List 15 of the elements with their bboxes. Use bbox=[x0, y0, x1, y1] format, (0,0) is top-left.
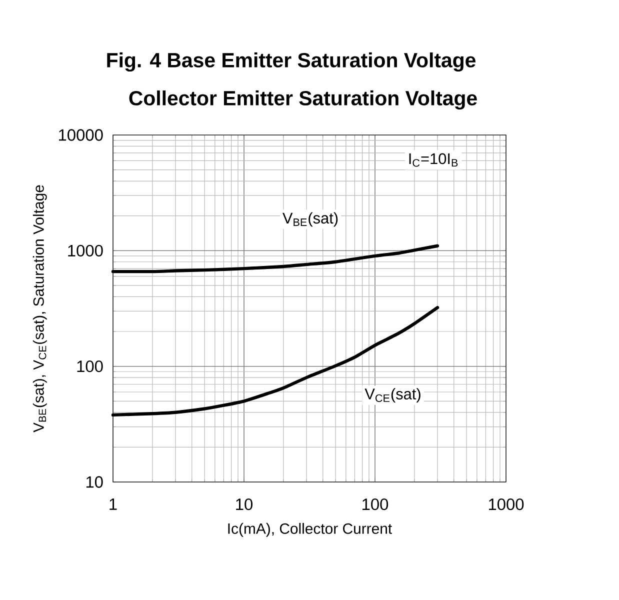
annotation: I$_{C}$=10I$_{B}$ bbox=[409, 153, 458, 167]
y-tick-label: 100 bbox=[77, 360, 103, 372]
y-axis-title: V$_{BE}$(sat), V$_{CE}$(sat), Saturation Voltage bbox=[32, 185, 47, 432]
text: V$_{CE}$(sat) bbox=[364, 388, 420, 402]
chart-title: Fig. 4 Base Emitter Saturation Voltage bbox=[107, 52, 476, 72]
y-tick-label: 10 bbox=[86, 476, 103, 488]
x-tick-label: 100 bbox=[362, 498, 388, 510]
chart-subtitle: Collector Emitter Saturation Voltage bbox=[129, 90, 477, 110]
x-tick-label: 1 bbox=[110, 498, 117, 510]
y-tick-label: 1000 bbox=[68, 244, 103, 256]
text: V$_{BE}$(sat) bbox=[282, 212, 338, 227]
x-tick-label: 10 bbox=[236, 498, 252, 510]
x-axis-title: Ic(mA), Collector Current bbox=[228, 522, 392, 537]
x-tick-label: 1000 bbox=[488, 498, 524, 510]
y-tick-label: 10000 bbox=[59, 129, 103, 141]
